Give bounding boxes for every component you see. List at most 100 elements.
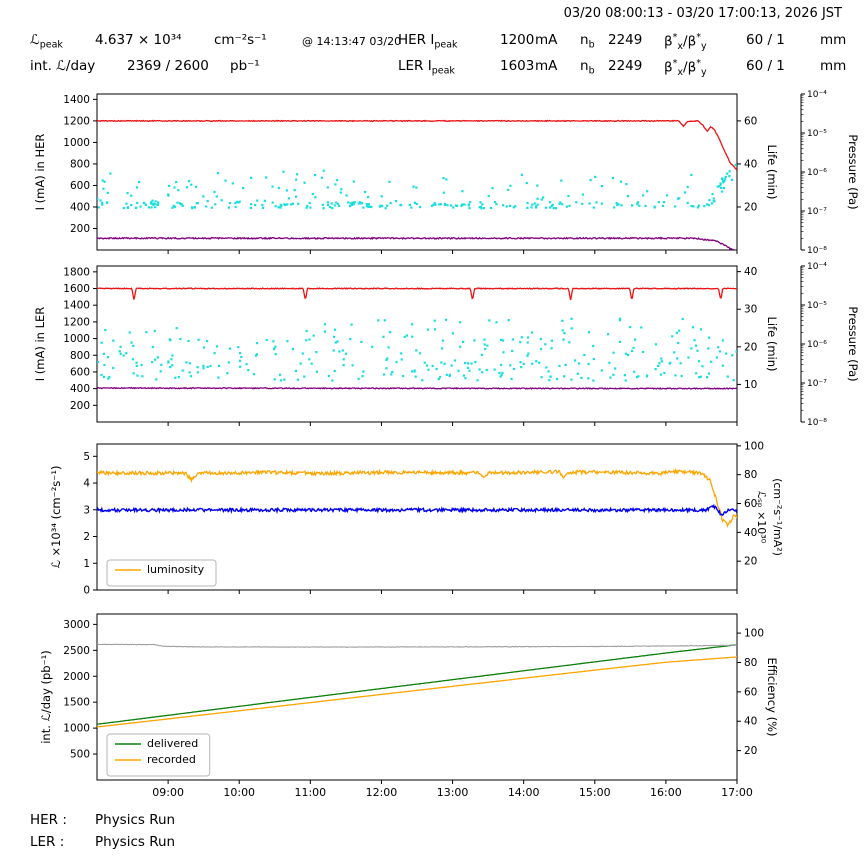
legend: delivered recorded xyxy=(106,733,211,777)
svg-text:15:00: 15:00 xyxy=(579,786,611,799)
nb-symbol: n xyxy=(580,32,589,48)
beta-x-star: * xyxy=(672,58,678,69)
beta-x-sub: x xyxy=(677,41,683,53)
svg-text:recorded: recorded xyxy=(147,753,196,766)
svg-text:600: 600 xyxy=(70,180,90,192)
her-status-row: HER : Physics Run xyxy=(0,812,864,834)
svg-text:10⁻⁵: 10⁻⁵ xyxy=(807,129,827,139)
svg-text:60: 60 xyxy=(744,115,757,127)
beta-y-star: * xyxy=(696,32,701,43)
svg-text:0: 0 xyxy=(83,585,90,597)
ler-beta-value: 60 / 1 xyxy=(746,58,785,74)
beta-label: β*x/β*y xyxy=(664,58,707,78)
svg-text:Pressure (Pa): Pressure (Pa) xyxy=(846,306,860,381)
int-lum-unit: pb⁻¹ xyxy=(230,58,260,74)
svg-text:1000: 1000 xyxy=(63,333,90,345)
svg-text:80: 80 xyxy=(744,657,757,669)
svg-text:40: 40 xyxy=(744,158,757,170)
beta-x-symbol: β xyxy=(664,59,673,76)
chart-stack: 200 400 600 800 1000 1200 1400 20 40 60 I (mA) in … xyxy=(0,88,864,810)
svg-text:30: 30 xyxy=(744,304,757,316)
svg-text:17:00: 17:00 xyxy=(721,786,753,799)
ler-ipeak-sub: peak xyxy=(431,65,455,77)
beta-x-sub: x xyxy=(677,67,683,79)
series-recorded-pb- xyxy=(97,656,737,728)
svg-text:delivered: delivered xyxy=(147,737,198,750)
svg-text:200: 200 xyxy=(70,400,90,412)
svg-text:60: 60 xyxy=(744,686,757,698)
svg-text:1200: 1200 xyxy=(63,316,90,328)
svg-text:5: 5 xyxy=(83,451,90,463)
chart-integrated-luminosity: 09:00 10:00 11:00 12:00 13:00 14:00 15:00 16:00… xyxy=(39,613,779,799)
svg-text:20: 20 xyxy=(744,556,757,568)
series-ler-pressure-pa- xyxy=(97,386,737,390)
beta-label: β*x/β*y xyxy=(664,32,707,52)
svg-text:Life (min): Life (min) xyxy=(765,316,779,371)
her-ipeak-text: HER I xyxy=(398,32,435,48)
svg-text:09:00: 09:00 xyxy=(152,786,184,799)
svg-text:10⁻⁵: 10⁻⁵ xyxy=(807,301,827,311)
svg-text:20: 20 xyxy=(744,201,757,213)
her-ipeak-sub: peak xyxy=(434,39,458,51)
her-ipeak-label: HER Ipeak xyxy=(398,32,458,51)
series-delivered-pb- xyxy=(97,644,737,725)
svg-text:10⁻⁶: 10⁻⁶ xyxy=(807,340,827,350)
scatter-her-beam-lifetime-min- xyxy=(97,163,737,210)
beta-x-star: * xyxy=(672,32,678,43)
svg-text:Pressure (Pa): Pressure (Pa) xyxy=(846,134,860,209)
svg-text:16:00: 16:00 xyxy=(650,786,682,799)
svg-text:Life (min): Life (min) xyxy=(765,144,779,199)
svg-text:40: 40 xyxy=(744,266,757,278)
svg-text:I (mA) in HER: I (mA) in HER xyxy=(33,134,47,211)
nb-sub: b xyxy=(588,65,595,77)
series-specific-luminosity-10-cm-s-ma- xyxy=(97,503,737,517)
svg-text:(cm⁻²s⁻¹/mA²): (cm⁻²s⁻¹/mA²) xyxy=(771,478,784,556)
time-range: 03/20 08:00:13 - 03/20 17:00:13, 2026 JS… xyxy=(563,6,842,21)
beta-y-star: * xyxy=(696,58,701,69)
her-beta-unit: mm xyxy=(820,32,847,48)
beta-slash: / xyxy=(683,33,688,50)
svg-text:10: 10 xyxy=(744,379,757,391)
header: 03/20 08:00:13 - 03/20 17:00:13, 2026 JS… xyxy=(0,0,864,88)
chart-her-current: 200 400 600 800 1000 1200 1400 20 40 60 I (mA) in … xyxy=(33,90,860,256)
svg-text:luminosity: luminosity xyxy=(147,563,205,576)
lpeak-symbol: ℒ xyxy=(30,32,40,48)
svg-text:ℒₛₚ ×10³⁰: ℒₛₚ ×10³⁰ xyxy=(755,491,768,544)
svg-text:40: 40 xyxy=(744,527,757,539)
svg-text:200: 200 xyxy=(70,223,90,235)
ler-ipeak-text: LER I xyxy=(398,58,432,74)
svg-text:1400: 1400 xyxy=(63,300,90,312)
svg-text:100: 100 xyxy=(744,628,764,640)
int-lum-label: int. ℒ/day xyxy=(30,58,96,74)
ler-status-row: LER : Physics Run xyxy=(0,834,864,856)
svg-text:100: 100 xyxy=(744,440,764,452)
svg-text:10⁻⁸: 10⁻⁸ xyxy=(807,418,827,428)
ler-ipeak-label: LER Ipeak xyxy=(398,58,455,77)
her-nb-value: 2249 xyxy=(608,32,643,48)
her-status-label: HER : xyxy=(30,812,67,828)
svg-text:800: 800 xyxy=(70,350,90,362)
lpeak-unit: cm⁻²s⁻¹ xyxy=(214,32,267,48)
svg-text:int. ℒ/day (pb⁻¹): int. ℒ/day (pb⁻¹) xyxy=(39,650,53,744)
legend: luminosity xyxy=(106,559,217,587)
svg-text:10⁻⁴: 10⁻⁴ xyxy=(807,262,827,272)
svg-text:2500: 2500 xyxy=(63,645,90,657)
series-ler-beam-current-ma- xyxy=(97,287,737,301)
her-nb-label: nb xyxy=(580,32,595,51)
her-ipeak-unit: mA xyxy=(535,32,558,48)
lpeak-value: 4.637 × 10³⁴ xyxy=(95,32,182,48)
svg-text:ℒ ×10³⁴ (cm⁻²s⁻¹): ℒ ×10³⁴ (cm⁻²s⁻¹) xyxy=(49,466,63,569)
ler-ipeak-value: 1603 xyxy=(500,58,535,74)
nb-sub: b xyxy=(588,39,595,51)
svg-text:4: 4 xyxy=(83,478,90,490)
axes xyxy=(93,93,805,254)
svg-text:1600: 1600 xyxy=(63,283,90,295)
svg-text:40: 40 xyxy=(744,716,757,728)
ler-nb-label: nb xyxy=(580,58,595,77)
her-ipeak-value: 1200 xyxy=(500,32,535,48)
chart-luminosity: 0 1 2 3 4 5 20 40 60 80 100 ℒ ×10³⁴ (cm⁻²s⁻¹) ℒₛₚ ×1… xyxy=(49,440,784,597)
beta-y-symbol: β xyxy=(687,33,697,50)
ler-status-value: Physics Run xyxy=(95,834,176,850)
svg-text:1500: 1500 xyxy=(63,697,90,709)
